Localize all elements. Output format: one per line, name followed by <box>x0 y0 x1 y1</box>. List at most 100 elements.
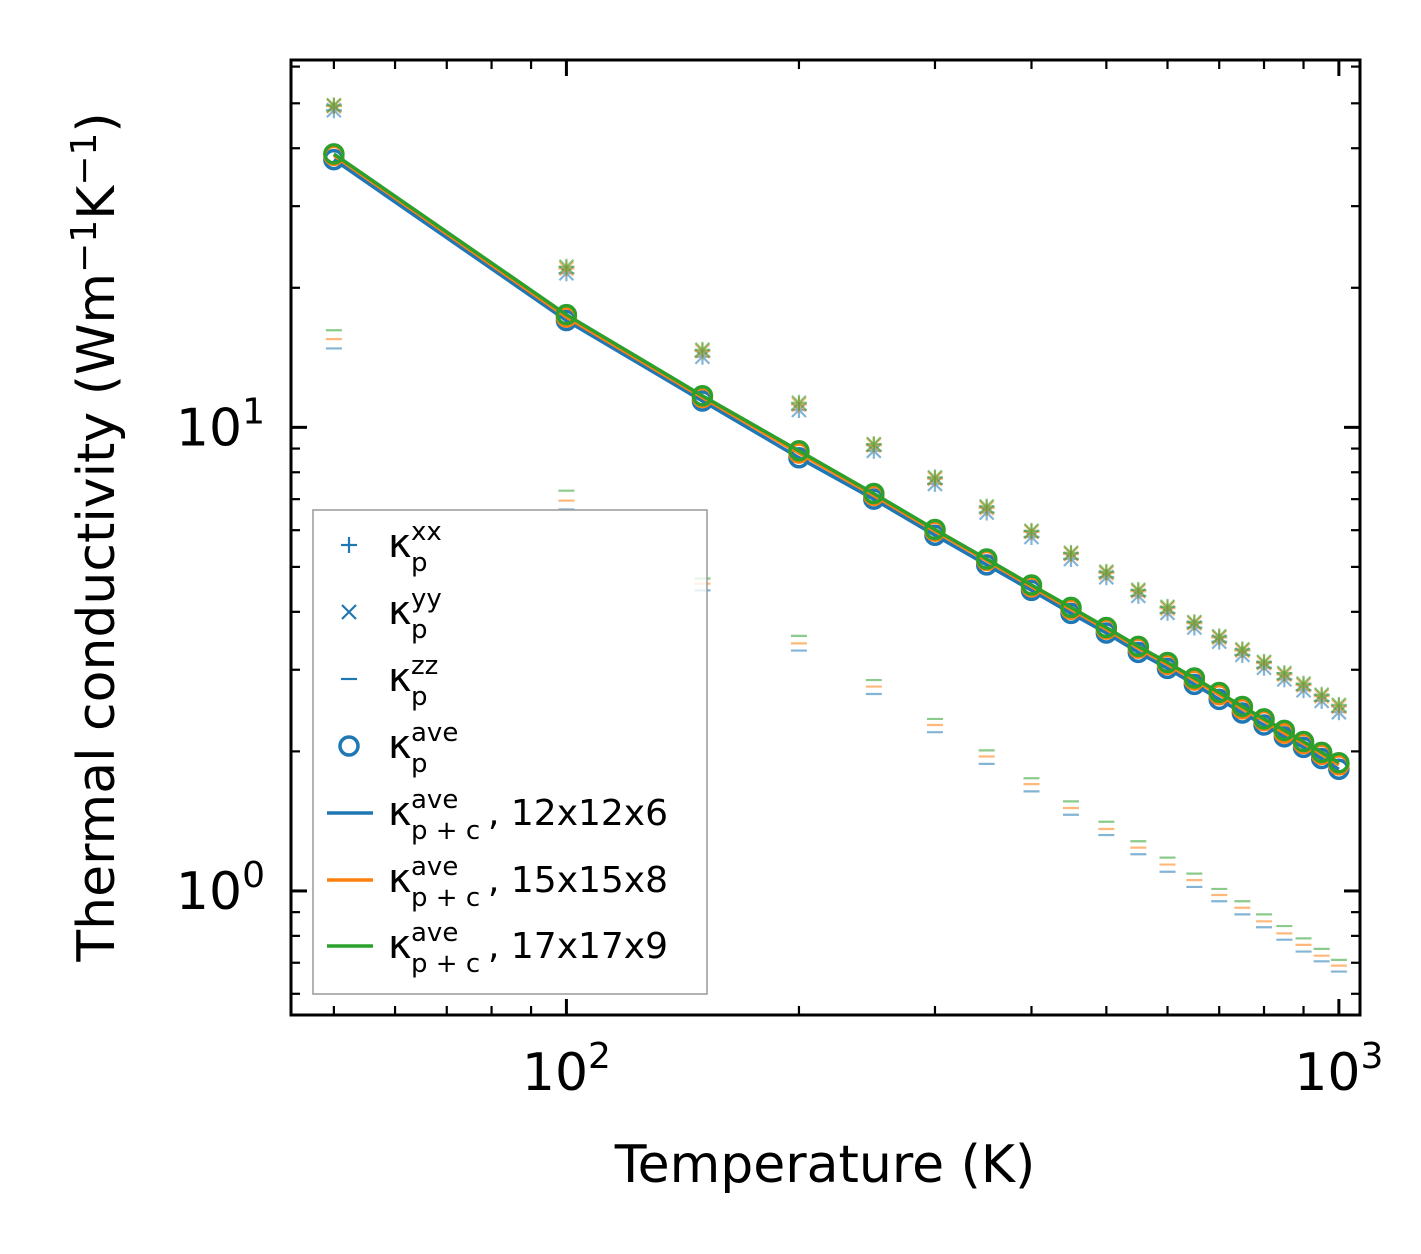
kyy-point-b <box>791 394 807 411</box>
legend-subscript: p + c <box>411 883 480 913</box>
legend-subscript: p <box>411 615 428 645</box>
legend-symbol: κ <box>388 789 412 835</box>
kyy-point-b <box>1063 545 1079 561</box>
legend-superscript: ave <box>411 718 458 748</box>
legend-symbol: κ <box>388 856 412 902</box>
kyy-point-b <box>866 436 882 452</box>
legend-entry: κ xxp <box>341 517 442 578</box>
kave-p-point <box>1273 719 1296 742</box>
kave-pc-line <box>332 152 1340 765</box>
kave-p-point <box>555 303 578 326</box>
y-axis-label-sup2: −1 <box>64 133 105 186</box>
kave-p-point <box>788 440 810 462</box>
legend-marker-cross-b <box>341 604 357 620</box>
legend-subscript: p + c <box>411 816 480 846</box>
kave-p-point <box>691 384 714 407</box>
kave-p-point <box>1156 651 1179 674</box>
kave-p-point <box>1060 596 1082 619</box>
kave-p-point <box>1020 574 1043 596</box>
legend-symbol: κ <box>388 722 412 768</box>
y-tick-label-exp: 0 <box>242 855 265 896</box>
legend-subscript: p <box>411 548 428 578</box>
kyy-point-b <box>1186 614 1203 630</box>
legend-superscript: ave <box>411 785 458 815</box>
kave-p-point <box>863 482 885 505</box>
y-axis-label-mid: K <box>67 184 127 220</box>
kyy-point-b <box>1331 697 1347 713</box>
kyy-point-b <box>1023 523 1040 539</box>
kave-p-point <box>1127 635 1150 658</box>
y-axis-label: Thermal conductivity (Wm−1K−1) <box>64 112 127 962</box>
kave-p-point <box>1183 667 1206 689</box>
y-tick-label-base: 10 <box>176 862 242 922</box>
kave-p-point <box>1292 730 1315 753</box>
kave-p-point <box>1095 616 1118 639</box>
y-tick-label: 100 <box>176 855 265 922</box>
kave-p-point <box>1310 741 1333 764</box>
kave-p-point <box>323 143 345 165</box>
legend-entry: κ zzp <box>341 651 438 712</box>
legend-label: , 15x15x8 <box>488 860 668 901</box>
x-tick-label-base: 10 <box>1294 1043 1360 1103</box>
legend-subscript: p + c <box>411 949 480 979</box>
legend-marker-circle <box>338 735 360 757</box>
legend-subscript: p <box>411 749 428 779</box>
legend-symbol: κ <box>388 655 412 701</box>
legend-superscript: ave <box>411 918 458 948</box>
kyy-point-b <box>1211 628 1227 645</box>
kyy-point-b <box>1130 582 1147 598</box>
kyy-point-b <box>694 342 711 358</box>
legend-symbol: κ <box>388 521 412 567</box>
y-axis-label-main: Thermal conductivity (Wm <box>67 273 127 963</box>
x-tick-label-exp: 2 <box>588 1036 611 1077</box>
y-tick-label: 101 <box>176 391 265 458</box>
y-tick-label-exp: 1 <box>242 391 265 432</box>
kyy-point-b <box>978 498 995 515</box>
kave-p-point <box>924 518 946 541</box>
kyy-point-b <box>1295 675 1312 692</box>
kave-p-point <box>1253 708 1275 730</box>
legend-symbol: κ <box>388 922 412 968</box>
legend-entry: κ yyp <box>341 584 442 645</box>
kave-p-point <box>1231 695 1254 718</box>
kyy-point-b <box>1276 665 1293 681</box>
plot-area <box>323 97 1350 973</box>
x-tick-label: 102 <box>522 1036 611 1103</box>
kyy-point-b <box>1159 599 1176 615</box>
kyy-point-b <box>1234 641 1251 658</box>
kave-pc-line <box>332 158 1340 771</box>
x-tick-label-exp: 3 <box>1361 1036 1384 1077</box>
kyy-point-b <box>326 97 342 114</box>
plot-frame <box>289 58 1362 1017</box>
y-axis-label-end: ) <box>67 112 127 132</box>
kyy-point-b <box>558 259 575 275</box>
legend-superscript: zz <box>411 651 438 681</box>
legend-superscript: yy <box>411 584 442 614</box>
kave-p-point <box>1328 752 1350 774</box>
legend-box <box>312 509 708 995</box>
kyy-point-b <box>927 469 943 486</box>
series-17x17x9-components <box>325 97 1347 961</box>
kyy-point-b <box>1313 686 1330 703</box>
kave-p-point <box>1208 681 1230 704</box>
kave-p-point <box>975 548 998 570</box>
legend-superscript: xx <box>411 517 442 547</box>
y-axis-label-sup1: −1 <box>64 220 105 273</box>
kyy-point-b <box>1256 654 1272 670</box>
y-tick-label-base: 10 <box>176 398 242 458</box>
legend-superscript: ave <box>411 852 458 882</box>
legend-label: , 17x17x9 <box>488 926 668 967</box>
legend-label: , 12x12x6 <box>488 793 668 834</box>
series-17x17x9 <box>323 97 1350 961</box>
legend-subscript: p <box>411 682 428 712</box>
x-tick-label-base: 10 <box>522 1043 588 1103</box>
kyy-point-b <box>1098 564 1115 580</box>
